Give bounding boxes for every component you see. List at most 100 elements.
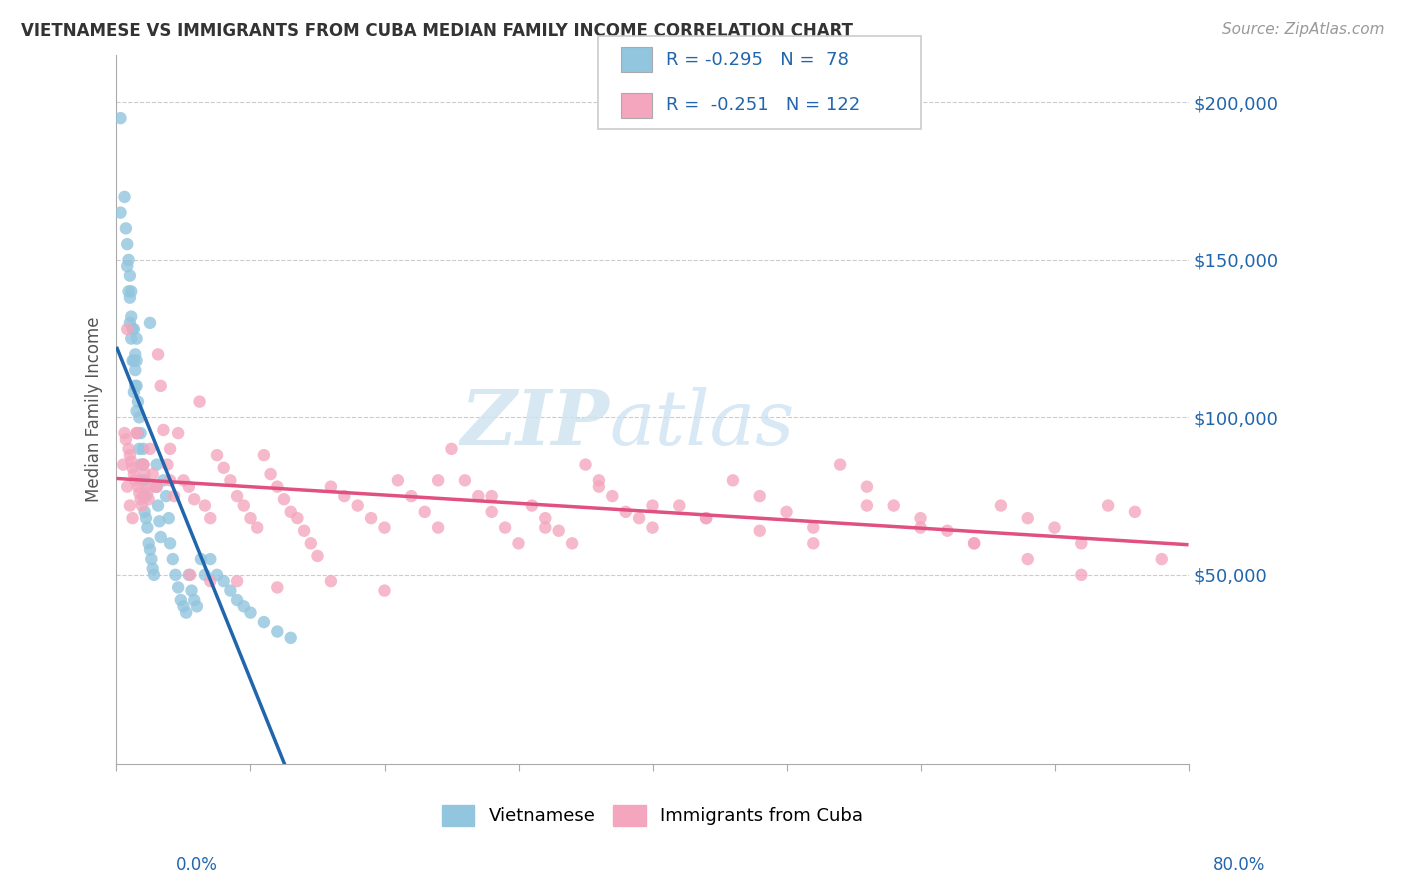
Point (114, 190, 136, 204)
Point (1123, 505, 1146, 519)
Point (125, 332, 148, 346)
Point (120, 285, 142, 299)
Point (287, 511, 309, 525)
Point (118, 291, 141, 305)
Point (115, 237, 138, 252)
Point (266, 480, 288, 494)
Point (145, 458, 167, 472)
Point (183, 593, 205, 607)
Point (1070, 567, 1092, 582)
Point (534, 520, 557, 534)
Point (127, 426, 149, 441)
Point (115, 259, 138, 273)
Point (454, 474, 477, 488)
Point (775, 505, 797, 519)
Point (177, 480, 200, 494)
Point (138, 492, 160, 507)
Point (146, 347, 169, 361)
Point (138, 536, 160, 550)
Point (307, 549, 329, 563)
Point (219, 474, 242, 488)
Point (174, 606, 197, 620)
Point (117, 285, 139, 299)
Point (122, 385, 145, 400)
Point (413, 505, 436, 519)
Point (118, 316, 141, 330)
Point (129, 492, 152, 507)
Point (205, 567, 228, 582)
Point (387, 474, 409, 488)
Point (167, 581, 190, 595)
Point (427, 474, 450, 488)
Point (128, 410, 150, 425)
Point (695, 511, 717, 525)
Point (600, 489, 623, 503)
Point (494, 520, 516, 534)
Point (910, 511, 932, 525)
Point (226, 593, 249, 607)
Point (152, 474, 174, 488)
Point (114, 426, 136, 441)
Point (165, 567, 187, 582)
Point (226, 574, 249, 589)
Point (149, 530, 172, 544)
Point (131, 499, 153, 513)
Point (132, 489, 155, 503)
Point (142, 561, 165, 575)
Point (186, 599, 208, 614)
Point (159, 442, 181, 456)
Point (200, 511, 222, 525)
Point (159, 474, 181, 488)
Point (1070, 536, 1092, 550)
Point (253, 448, 276, 462)
Point (125, 353, 148, 368)
Point (115, 322, 138, 336)
Point (135, 489, 157, 503)
Point (333, 489, 356, 503)
Point (141, 552, 163, 566)
Point (574, 458, 596, 472)
Point (134, 505, 156, 519)
Point (628, 511, 651, 525)
Point (128, 442, 150, 456)
Point (120, 454, 142, 468)
Point (124, 474, 146, 488)
Point (124, 363, 146, 377)
Point (188, 394, 211, 409)
Point (110, 111, 132, 125)
Point (136, 520, 159, 534)
Point (139, 316, 162, 330)
Point (135, 480, 157, 494)
Point (259, 467, 281, 481)
Y-axis label: Median Family Income: Median Family Income (86, 317, 103, 502)
Text: 0.0%: 0.0% (176, 856, 218, 874)
Point (124, 347, 146, 361)
Point (135, 511, 157, 525)
Point (299, 536, 322, 550)
Point (910, 520, 932, 534)
Point (547, 524, 569, 538)
Point (139, 442, 162, 456)
Point (121, 322, 143, 336)
Point (121, 353, 143, 368)
Point (132, 458, 155, 472)
Point (427, 520, 450, 534)
Point (125, 426, 148, 441)
Point (129, 426, 152, 441)
Legend: Vietnamese, Immigrants from Cuba: Vietnamese, Immigrants from Cuba (441, 805, 863, 826)
Point (127, 480, 149, 494)
Point (170, 593, 193, 607)
Point (212, 574, 235, 589)
Point (177, 567, 200, 582)
Point (280, 505, 302, 519)
Point (163, 489, 186, 503)
Point (588, 474, 610, 488)
Point (152, 423, 174, 437)
Point (205, 448, 228, 462)
Point (481, 505, 503, 519)
Point (132, 458, 155, 472)
Text: 80.0%: 80.0% (1213, 856, 1265, 874)
Point (183, 492, 205, 507)
Point (239, 511, 262, 525)
Point (118, 448, 141, 462)
